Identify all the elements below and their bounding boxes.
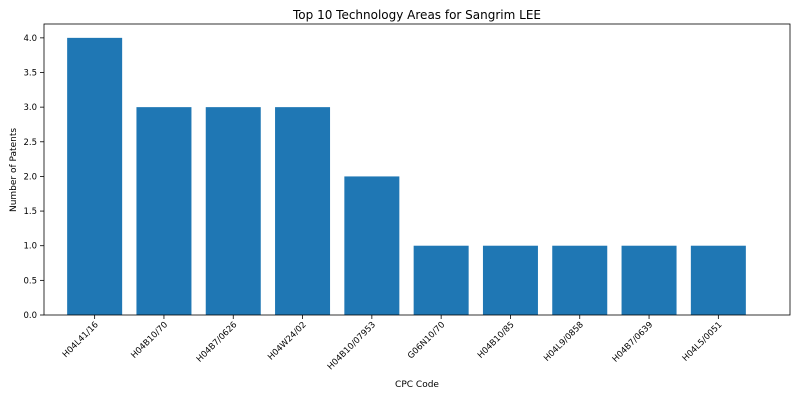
bar-H04B10/70 [136, 107, 191, 315]
bar-H04W24/02 [275, 107, 330, 315]
y-axis: 0.0 0.5 1.0 1.5 2.0 2.5 3.0 3.5 4.0 [23, 34, 44, 321]
x-axis: H04L41/16 H04B10/70 H04B7/0626 H04W24/02 H04… [61, 315, 725, 372]
x-tick-label: H04L41/16 [61, 320, 101, 360]
y-axis-label: Number of Patents [9, 128, 19, 212]
bar-H04B10/07953 [344, 176, 399, 315]
y-tick-label: 0.5 [23, 276, 37, 286]
y-tick-label: 1.0 [23, 242, 37, 252]
bar-H04B7/0639 [622, 246, 677, 315]
x-axis-label: CPC Code [395, 380, 439, 390]
y-tick-label: 2.5 [23, 138, 37, 148]
bar-H04B10/85 [483, 246, 538, 315]
bar-H04B7/0626 [206, 107, 261, 315]
x-tick-label: H04L9/0858 [542, 320, 586, 364]
y-tick-label: 2.0 [23, 172, 37, 182]
x-tick-label: H04L5/0051 [681, 320, 725, 364]
bar-H04L5/0051 [691, 246, 746, 315]
chart: Top 10 Technology Areas for Sangrim LEE … [0, 0, 800, 400]
y-tick-label: 3.0 [23, 103, 37, 113]
x-tick-label: G06N10/70 [406, 320, 447, 361]
x-tick-label: H04B7/0639 [611, 320, 656, 365]
x-tick-label: H04B10/85 [476, 320, 517, 361]
x-tick-label: H04B7/0626 [195, 320, 240, 365]
chart-title: Top 10 Technology Areas for Sangrim LEE [292, 8, 541, 22]
x-tick-label: H04B10/70 [129, 320, 170, 361]
y-tick-label: 4.0 [23, 34, 37, 44]
bars [67, 38, 746, 315]
bar-G06N10/70 [414, 246, 469, 315]
y-tick-label: 3.5 [23, 69, 37, 79]
y-tick-label: 1.5 [23, 207, 37, 217]
bar-H04L9/0858 [552, 246, 607, 315]
bar-H04L41/16 [67, 38, 122, 315]
y-tick-label: 0.0 [23, 311, 37, 321]
x-tick-label: H04B10/07953 [326, 320, 378, 372]
x-tick-label: H04W24/02 [266, 320, 309, 363]
